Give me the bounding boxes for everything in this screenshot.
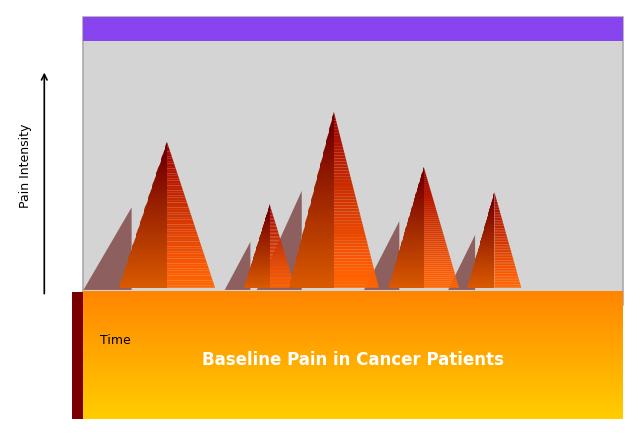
Text: Baseline Pain in Cancer Patients: Baseline Pain in Cancer Patients: [202, 351, 504, 369]
Text: Time: Time: [100, 334, 130, 347]
Text: Pain Intensity: Pain Intensity: [19, 123, 32, 208]
